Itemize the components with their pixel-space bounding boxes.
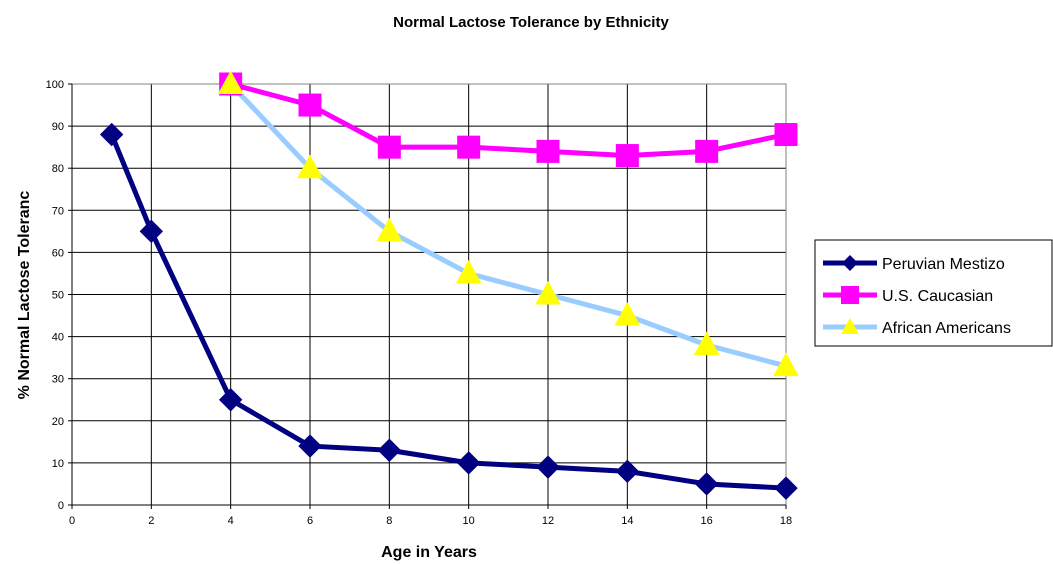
data-point-triangle xyxy=(535,280,561,305)
data-point-triangle xyxy=(614,302,641,326)
y-tick-label: 30 xyxy=(52,374,64,386)
y-tick-label: 70 xyxy=(52,205,64,217)
data-point-triangle xyxy=(773,352,799,377)
data-point-diamond xyxy=(298,434,322,458)
y-axis-title: % Normal Lactose Toleranc xyxy=(16,191,33,400)
x-tick-label: 4 xyxy=(228,515,234,527)
axes xyxy=(68,83,787,509)
data-point-diamond xyxy=(694,472,719,496)
legend-item: U.S. Caucasian xyxy=(823,286,993,305)
data-point-diamond xyxy=(377,438,402,462)
y-tick-label: 20 xyxy=(52,416,64,428)
data-point-square xyxy=(457,135,481,159)
data-point-triangle xyxy=(693,331,720,356)
x-tick-label: 0 xyxy=(69,515,75,527)
y-tick-label: 90 xyxy=(52,121,64,133)
data-point-triangle xyxy=(217,70,244,94)
x-tick-label: 16 xyxy=(701,515,713,527)
data-point-diamond xyxy=(99,122,124,147)
legend-item: Peruvian Mestizo xyxy=(823,255,1005,273)
data-point-diamond xyxy=(139,219,164,244)
chart-title: Normal Lactose Tolerance by Ethnicity xyxy=(393,14,669,31)
y-tick-label: 0 xyxy=(58,500,64,512)
x-tick-label: 14 xyxy=(621,515,633,527)
legend-marker-triangle xyxy=(841,318,859,334)
data-point-diamond xyxy=(774,476,798,500)
series-markers xyxy=(99,122,798,500)
y-tick-label: 60 xyxy=(52,247,64,259)
x-axis-title: Age in Years xyxy=(381,544,477,561)
x-tick-label: 18 xyxy=(780,515,792,527)
legend-label: U.S. Caucasian xyxy=(882,288,993,305)
data-point-triangle xyxy=(376,217,403,242)
x-tick-label: 12 xyxy=(542,515,554,527)
legend: Peruvian Mestizo U.S. Caucasian African Am… xyxy=(814,239,1053,347)
x-tick-label: 6 xyxy=(307,515,313,527)
data-point-triangle xyxy=(455,259,482,284)
y-tick-label: 40 xyxy=(52,332,64,344)
data-point-square xyxy=(774,123,798,147)
series-group xyxy=(228,81,789,369)
data-point-square xyxy=(536,139,560,163)
y-tick-label: 100 xyxy=(46,79,64,91)
y-tick-label: 10 xyxy=(52,458,64,470)
legend-label: Peruvian Mestizo xyxy=(882,256,1005,273)
series xyxy=(99,70,799,500)
x-tick-label: 2 xyxy=(148,515,154,527)
data-point-diamond xyxy=(615,459,640,484)
legend-marker-diamond xyxy=(842,255,858,271)
data-point-diamond xyxy=(536,455,560,479)
data-point-square xyxy=(695,139,719,163)
legend-item: African Americans xyxy=(823,318,1011,337)
x-tick-label: 10 xyxy=(463,515,475,527)
tick-labels: 0 10 20 30 40 50 60 70 80 90 100 0 2 4 6 8 10 12 14 16 18 xyxy=(46,79,792,527)
data-point-square xyxy=(615,144,639,168)
data-point-diamond xyxy=(218,388,243,412)
legend-marker-square xyxy=(841,286,859,304)
y-tick-label: 80 xyxy=(52,163,64,175)
data-point-triangle xyxy=(297,154,323,179)
series-line xyxy=(228,81,789,159)
legend-label: African Americans xyxy=(882,320,1011,337)
data-point-square xyxy=(377,135,401,159)
series-group xyxy=(228,81,789,159)
series-line xyxy=(109,132,789,491)
series-group xyxy=(109,132,789,491)
series-line xyxy=(228,81,789,369)
series-markers xyxy=(217,70,799,377)
x-tick-label: 8 xyxy=(386,515,392,527)
data-point-diamond xyxy=(456,451,481,475)
data-point-square xyxy=(298,93,322,117)
y-tick-label: 50 xyxy=(52,290,64,302)
